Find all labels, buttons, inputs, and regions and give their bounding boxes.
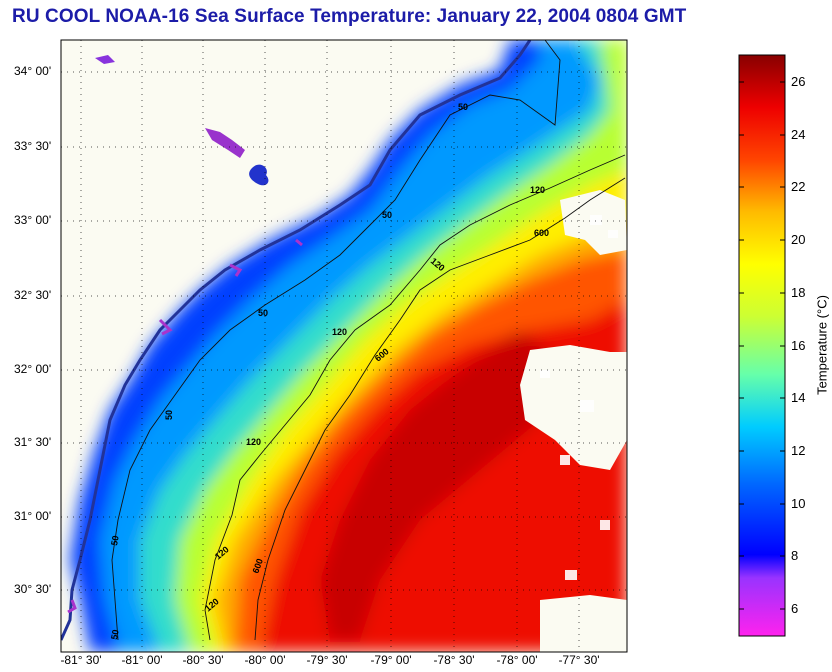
lon-label: -78° 30' [433,653,475,667]
contour-label: 50 [164,410,174,420]
colorbar [738,54,786,637]
colorbar-label: 14 [791,390,806,405]
graticule [61,40,627,652]
lon-label: -80° 00' [244,653,286,667]
contour-label: 50 [258,308,268,318]
contour-label: 120 [332,327,347,337]
lon-label: -77° 30' [558,653,600,667]
lat-label: 31° 00' [14,509,52,523]
lat-label: 34° 00' [14,64,52,78]
lon-label: -79° 00' [370,653,412,667]
lake-marion [249,164,269,186]
colorbar-label: 12 [791,443,806,458]
contour-label: 600 [250,557,265,575]
lon-label: -80° 30' [182,653,224,667]
colorbar-label: 18 [791,285,806,300]
colorbar-label: 24 [791,127,806,142]
lon-label: -81° 00' [121,653,163,667]
lat-label: 32° 00' [14,362,52,376]
colorbar-label: 6 [791,601,799,616]
lat-label: 33° 00' [14,213,52,227]
contour-label: 50 [458,102,468,112]
lon-label: -81° 30' [60,653,102,667]
contour-label: 50 [382,210,392,220]
lon-label: -79° 30' [306,653,348,667]
colorbar-title: Temperature (°C) [814,295,830,395]
contour-label: 50 [109,629,121,641]
contour-label: 50 [109,535,121,547]
colorbar-label: 20 [791,232,806,247]
lat-label: 33° 30' [14,139,52,153]
lat-label: 30° 30' [14,582,52,596]
contour-label: 600 [534,228,549,238]
colorbar-label: 10 [791,496,806,511]
contour-label: 120 [530,185,545,195]
colorbar-label: 26 [791,74,806,89]
map-title: RU COOL NOAA-16 Sea Surface Temperature:… [12,6,687,27]
lat-label: 31° 30' [14,435,52,449]
colorbar-label: 22 [791,179,806,194]
sst-field: 50 50 50 50 50 50 120 120 120 120 120 12… [61,40,627,652]
map-frame [60,39,628,653]
contour-label: 120 [246,437,261,447]
colorbar-label: 8 [791,548,799,563]
colorbar-label: 16 [791,338,806,353]
colorbar-ticks [739,81,785,610]
lon-label: -78° 00' [496,653,538,667]
lat-label: 32° 30' [14,288,52,302]
